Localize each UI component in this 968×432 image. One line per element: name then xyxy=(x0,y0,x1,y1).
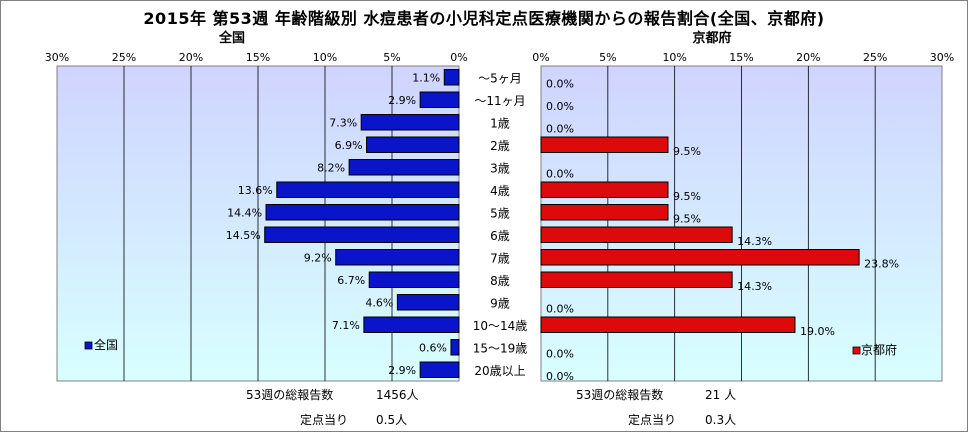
national-per-site-label: 定点当り xyxy=(300,413,349,427)
category-label: 2歳 xyxy=(490,139,510,153)
national-value-label: 6.9% xyxy=(335,139,363,152)
national-panel-title: 全国 xyxy=(218,30,245,46)
kyoto-tick-label: 10% xyxy=(662,51,686,64)
kyoto-bar xyxy=(540,226,733,243)
category-label: 10～14歳 xyxy=(473,319,528,333)
kyoto-legend-swatch xyxy=(852,346,861,355)
kyoto-value-label: 0.0% xyxy=(546,100,574,113)
kyoto-bar xyxy=(540,204,669,221)
category-label: 8歳 xyxy=(490,274,510,288)
kyoto-value-label: 23.8% xyxy=(864,257,899,270)
kyoto-bar xyxy=(540,181,669,198)
national-bar xyxy=(396,294,460,311)
category-label: ～11ヶ月 xyxy=(474,94,525,108)
national-value-label: 6.7% xyxy=(337,274,365,287)
national-tick-label: 0% xyxy=(450,51,467,64)
kyoto-tick-label: 5% xyxy=(599,51,616,64)
national-value-label: 14.5% xyxy=(226,229,261,242)
category-label: 5歳 xyxy=(490,206,510,220)
kyoto-value-label: 0.0% xyxy=(546,122,574,135)
category-label: 7歳 xyxy=(490,251,510,265)
national-bar xyxy=(366,136,460,153)
national-tick-label: 30% xyxy=(45,51,69,64)
kyoto-bar xyxy=(540,271,733,288)
chart-title: 2015年 第53週 年齢階級別 水痘患者の小児科定点医療機関からの報告割合(全… xyxy=(143,9,825,28)
kyoto-value-label: 14.3% xyxy=(737,235,772,248)
kyoto-tick-label: 25% xyxy=(863,51,887,64)
national-value-label: 8.2% xyxy=(317,161,345,174)
category-label: 1歳 xyxy=(490,116,510,130)
kyoto-value-label: 0.0% xyxy=(546,347,574,360)
national-value-label: 0.6% xyxy=(419,341,447,354)
national-bar xyxy=(363,316,460,333)
national-bar xyxy=(450,339,460,356)
national-tick-label: 10% xyxy=(313,51,337,64)
national-bar xyxy=(265,204,460,221)
category-label: ～5ヶ月 xyxy=(478,71,522,85)
kyoto-legend-label: 京都府 xyxy=(861,342,897,357)
kyoto-value-label: 0.0% xyxy=(546,77,574,90)
kyoto-value-label: 0.0% xyxy=(546,167,574,180)
national-value-label: 9.2% xyxy=(304,251,332,264)
kyoto-value-label: 0.0% xyxy=(546,302,574,315)
kyoto-per-site-value: 0.3人 xyxy=(705,413,737,427)
national-value-label: 13.6% xyxy=(238,184,273,197)
national-legend-swatch xyxy=(84,341,93,350)
national-value-label: 2.9% xyxy=(388,364,416,377)
kyoto-panel-title: 京都府 xyxy=(692,30,731,46)
national-bar xyxy=(443,69,460,86)
national-bar xyxy=(335,249,460,266)
category-label: 20歳以上 xyxy=(474,364,525,378)
national-bar xyxy=(419,91,460,108)
category-label: 4歳 xyxy=(490,184,510,198)
national-per-site-value: 0.5人 xyxy=(376,413,408,427)
national-total-value: 1456人 xyxy=(376,388,419,402)
national-tick-label: 20% xyxy=(179,51,203,64)
category-label: 3歳 xyxy=(490,161,510,175)
national-legend-label: 全国 xyxy=(94,337,118,352)
kyoto-total-value: 21 人 xyxy=(705,388,737,402)
national-value-label: 7.1% xyxy=(332,319,360,332)
kyoto-per-site-label: 定点当り xyxy=(628,413,677,427)
national-value-label: 2.9% xyxy=(388,94,416,107)
national-bar xyxy=(419,361,460,378)
national-value-label: 4.6% xyxy=(365,296,393,309)
kyoto-tick-label: 20% xyxy=(796,51,820,64)
kyoto-bar xyxy=(540,136,669,153)
kyoto-total-label: 53週の総報告数 xyxy=(576,388,664,402)
national-tick-label: 5% xyxy=(383,51,400,64)
national-bar xyxy=(368,271,460,288)
kyoto-bar xyxy=(540,249,860,266)
kyoto-value-label: 19.0% xyxy=(800,325,835,338)
kyoto-tick-label: 30% xyxy=(930,51,954,64)
kyoto-value-label: 14.3% xyxy=(737,280,772,293)
national-bar xyxy=(276,181,460,198)
national-total-label: 53週の総報告数 xyxy=(246,388,334,402)
kyoto-bar xyxy=(540,316,796,333)
kyoto-value-label: 9.5% xyxy=(673,212,701,225)
national-tick-label: 25% xyxy=(112,51,136,64)
national-bar xyxy=(348,159,460,176)
national-value-label: 1.1% xyxy=(412,71,440,84)
national-value-label: 7.3% xyxy=(329,116,357,129)
kyoto-value-label: 0.0% xyxy=(546,370,574,383)
national-bar xyxy=(264,226,460,243)
national-tick-label: 15% xyxy=(246,51,270,64)
category-label: 9歳 xyxy=(490,296,510,310)
category-label: 15～19歳 xyxy=(473,341,528,355)
category-label: 6歳 xyxy=(490,229,510,243)
kyoto-tick-label: 0% xyxy=(532,51,549,64)
national-value-label: 14.4% xyxy=(227,206,262,219)
kyoto-value-label: 9.5% xyxy=(673,145,701,158)
kyoto-tick-label: 15% xyxy=(729,51,753,64)
national-bar xyxy=(360,114,460,131)
kyoto-value-label: 9.5% xyxy=(673,190,701,203)
